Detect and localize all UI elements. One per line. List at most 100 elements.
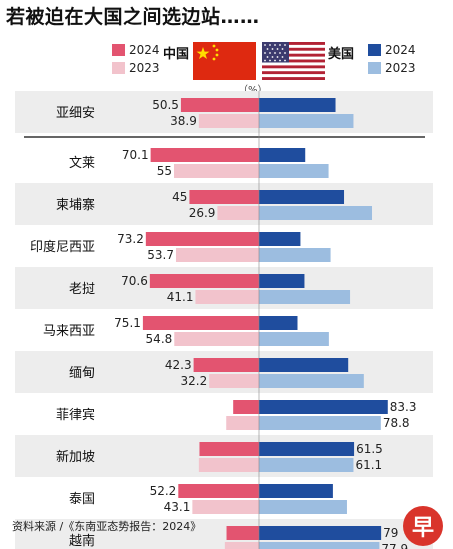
bar-china-2023 [209, 374, 259, 388]
value-label-us-2023: 61.1 [355, 458, 382, 472]
unit-label: （%） [238, 85, 268, 96]
bar-us-2024 [259, 526, 382, 540]
legend-us-2024-swatch [368, 44, 381, 56]
bar-us-2024 [259, 484, 333, 498]
value-label-china-2023: 41.1 [167, 290, 194, 304]
bar-china-2023 [198, 458, 259, 472]
bar-china-2024 [149, 274, 259, 288]
value-label-us-2024: 79 [383, 526, 398, 540]
category-label: 亚细安 [56, 106, 95, 121]
bar-us-2024 [259, 98, 336, 112]
bar-us-2024 [259, 358, 349, 372]
bar-us-2023 [259, 542, 380, 549]
bar-us-2023 [259, 416, 381, 430]
bar-us-2024 [259, 190, 345, 204]
bar-china-2024 [180, 98, 259, 112]
value-label-china-2023: 38.9 [170, 114, 197, 128]
value-label-us-2023: 77.9 [381, 542, 408, 549]
legend-china-2023: 2023 [112, 61, 160, 75]
category-label: 文莱 [69, 156, 95, 171]
value-label-china-2023: 32.2 [181, 374, 208, 388]
row-band [15, 183, 433, 225]
bar-china-2024 [145, 232, 259, 246]
bar-china-2023 [192, 500, 259, 514]
value-label-china-2024: 52.2 [150, 484, 177, 498]
legend-us-2023: 2023 [368, 61, 416, 75]
bar-us-2023 [259, 248, 331, 262]
bar-china-2023 [226, 416, 259, 430]
us-flag-icon [262, 42, 325, 80]
bar-china-2024 [178, 484, 259, 498]
value-label-china-2024: 73.2 [117, 232, 144, 246]
bar-us-2024 [259, 400, 388, 414]
value-label-china-2024: 70.1 [122, 148, 149, 162]
value-label-us-2024: 61.5 [356, 442, 383, 456]
legend-us-2023-label: 2023 [385, 61, 416, 75]
bar-china-2024 [189, 190, 259, 204]
value-label-china-2024: 45 [172, 190, 187, 204]
bar-china-2023 [224, 542, 259, 549]
legend-china-2023-label: 2023 [129, 61, 160, 75]
value-label-china-2024: 70.6 [121, 274, 148, 288]
bar-china-2024 [226, 526, 259, 540]
zaobao-logo: 早 [403, 506, 443, 546]
bar-china-2024 [193, 358, 259, 372]
bar-china-2023 [173, 164, 259, 178]
row-band [15, 267, 433, 309]
bar-china-2024 [142, 316, 259, 330]
category-label: 缅甸 [69, 366, 95, 381]
bar-us-2023 [259, 500, 347, 514]
category-label: 老挝 [69, 282, 95, 297]
category-label: 泰国 [69, 492, 95, 507]
bar-us-2023 [259, 332, 329, 346]
category-label: 柬埔寨 [56, 197, 95, 213]
china-label: 中国 [163, 47, 190, 62]
legend-us-2024: 2024 [368, 43, 416, 57]
value-label-china-2023: 54.8 [146, 332, 173, 346]
bar-us-2024 [259, 316, 298, 330]
bar-china-2023 [174, 332, 259, 346]
us-label: 美国 [328, 47, 355, 62]
value-label-china-2023: 53.7 [147, 248, 174, 262]
bar-us-2023 [259, 114, 354, 128]
legend-china-2024-swatch [112, 44, 125, 56]
row-band [15, 351, 433, 393]
bar-us-2023 [259, 458, 354, 472]
bar-us-2024 [259, 274, 305, 288]
value-label-china-2023: 26.9 [189, 206, 216, 220]
asean-label: 东盟(ASEAN) [30, 92, 111, 107]
value-label-china-2024: 50.5 [152, 98, 179, 112]
row-band [15, 435, 433, 477]
legend-china-2024-label: 2024 [129, 43, 160, 57]
value-label-china-2024: 42.3 [165, 358, 192, 372]
category-label: 马来西亚 [43, 324, 95, 339]
source-note: 资料来源 /《东南亚态势报告：2024》 [12, 520, 202, 533]
legend-us-2023-swatch [368, 62, 381, 74]
bar-china-2024 [150, 148, 259, 162]
legend-china-2023-swatch [112, 62, 125, 74]
value-label-us-2023: 78.8 [383, 416, 410, 430]
legend-us-2024-label: 2024 [385, 43, 416, 57]
bar-us-2023 [259, 206, 373, 220]
bar-china-2023 [198, 114, 259, 128]
bar-us-2023 [259, 290, 351, 304]
bar-us-2023 [259, 164, 329, 178]
bar-us-2024 [259, 148, 306, 162]
value-label-china-2023: 55 [157, 164, 172, 178]
china-flag-icon [193, 42, 256, 80]
bar-china-2023 [195, 290, 259, 304]
category-label: 越南 [69, 533, 95, 549]
legend-china-2024: 2024 [112, 43, 160, 57]
category-label: 菲律宾 [56, 407, 95, 423]
bar-china-2023 [217, 206, 259, 220]
value-label-china-2023: 43.1 [164, 500, 191, 514]
category-label: 新加坡 [56, 449, 95, 465]
value-label-us-2024: 83.3 [390, 400, 417, 414]
bar-china-2024 [233, 400, 259, 414]
bar-china-2023 [175, 248, 259, 262]
bar-us-2024 [259, 232, 301, 246]
chart-title: 若被迫在大国之间选边站…… [6, 6, 260, 28]
bar-china-2024 [199, 442, 259, 456]
bar-us-2023 [259, 374, 364, 388]
